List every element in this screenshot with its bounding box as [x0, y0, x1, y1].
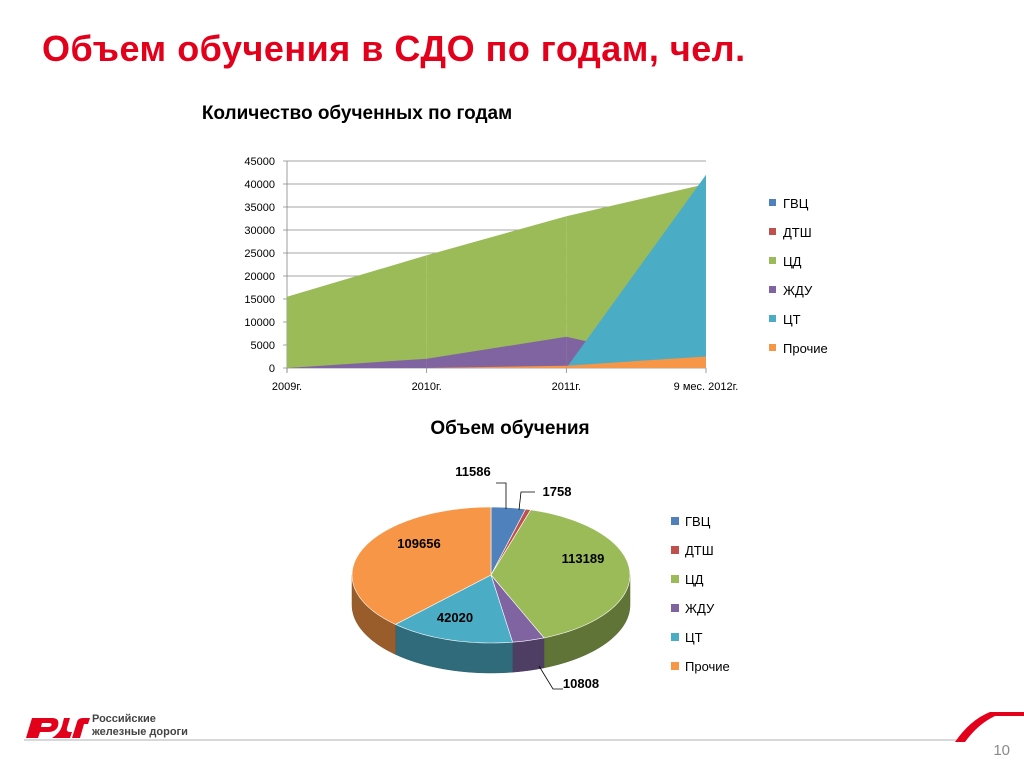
legend-label: ДТШ: [685, 543, 714, 558]
y-tick-label: 45000: [244, 156, 275, 168]
pie-slice-ЦД: [490, 509, 631, 639]
x-tick-label: 2009г.: [272, 381, 302, 393]
pie-slice-ЦТ: [394, 574, 513, 644]
area-series-ЦД: [287, 255, 427, 368]
pie-slice-ЖДУ: [490, 574, 545, 643]
x-tick-label: 9 мес. 2012г.: [674, 381, 739, 393]
area-series-Прочие: [566, 356, 706, 368]
y-tick-label: 10000: [244, 317, 275, 329]
data-label-ЖДУ: 10808: [563, 676, 599, 691]
legend-swatch: [769, 344, 776, 351]
legend-swatch: [671, 633, 679, 641]
legend-label: ДТШ: [783, 225, 812, 240]
area-series-ЦД: [426, 216, 567, 368]
legend-label: ЦД: [685, 572, 704, 587]
legend-label: ЦТ: [685, 630, 703, 645]
y-tick-label: 30000: [244, 225, 275, 237]
legend-label: Прочие: [783, 341, 828, 356]
pie-side-ЦД: [543, 574, 631, 669]
rzd-logo: Российские железные дороги: [26, 713, 188, 738]
logo-line2: железные дороги: [91, 726, 188, 738]
pie-chart-title: Объем обучения: [430, 418, 590, 439]
y-tick-label: 40000: [244, 179, 275, 191]
legend-label: ЦД: [783, 254, 802, 269]
data-label-ЦТ: 42020: [437, 610, 473, 625]
legend-label: ГВЦ: [685, 514, 711, 529]
leader-line: [518, 491, 535, 511]
legend-swatch: [769, 315, 776, 322]
rzd-logo-mark: [26, 718, 90, 738]
legend-swatch: [671, 546, 679, 554]
data-label-ДТШ: 1758: [543, 484, 572, 499]
y-tick-label: 25000: [244, 248, 275, 260]
leader-line: [496, 482, 507, 509]
footer-swoosh: [955, 712, 1024, 742]
area-series-ЦТ: [566, 174, 706, 368]
legend-label: ЖДУ: [783, 283, 813, 298]
legend-swatch: [671, 517, 679, 525]
legend-label: ЦТ: [783, 312, 801, 327]
slide-title: Объем обучения в СДО по годам, чел.: [42, 28, 746, 69]
area-chart-title: Количество обученных по годам: [201, 103, 513, 124]
legend-label: ГВЦ: [783, 196, 809, 211]
area-series-Прочие: [426, 365, 567, 368]
legend-swatch: [671, 662, 679, 670]
pie-slice-Прочие: [351, 506, 492, 625]
y-tick-label: 0: [269, 363, 275, 375]
pie-side-ЦТ: [395, 624, 513, 674]
pie-slice-ГВЦ: [490, 506, 527, 576]
data-label-Прочие: 109656: [397, 536, 440, 551]
data-label-ГВЦ: 11586: [455, 464, 490, 479]
y-tick-label: 5000: [251, 340, 275, 352]
page-number: 10: [993, 742, 1010, 759]
legend-swatch: [769, 228, 776, 235]
leader-line: [538, 665, 563, 690]
area-series-ЖДУ: [287, 358, 427, 368]
data-label-ЦД: 113189: [562, 551, 605, 566]
pie-side-Прочие: [351, 574, 396, 655]
area-chart: 0 5000 10000 15000 20000 25000 30000 35000 40000…: [244, 156, 828, 393]
logo-line1: Российские: [92, 713, 156, 725]
legend-label: ЖДУ: [685, 601, 715, 616]
area-series-ЖДУ: [426, 336, 567, 368]
y-tick-label: 20000: [244, 271, 275, 283]
pie-slice-ДТШ: [490, 508, 532, 576]
legend-swatch: [671, 604, 679, 612]
y-tick-label: 15000: [244, 294, 275, 306]
x-tick-label: 2010г.: [412, 381, 442, 393]
pie-side-ЖДУ: [512, 637, 545, 673]
x-tick-label: 2011г.: [552, 381, 581, 393]
y-tick-label: 35000: [244, 202, 275, 214]
legend-swatch: [769, 257, 776, 264]
legend-swatch: [769, 286, 776, 293]
legend-swatch: [769, 199, 776, 206]
legend-label: Прочие: [685, 659, 730, 674]
legend-swatch: [671, 575, 679, 583]
